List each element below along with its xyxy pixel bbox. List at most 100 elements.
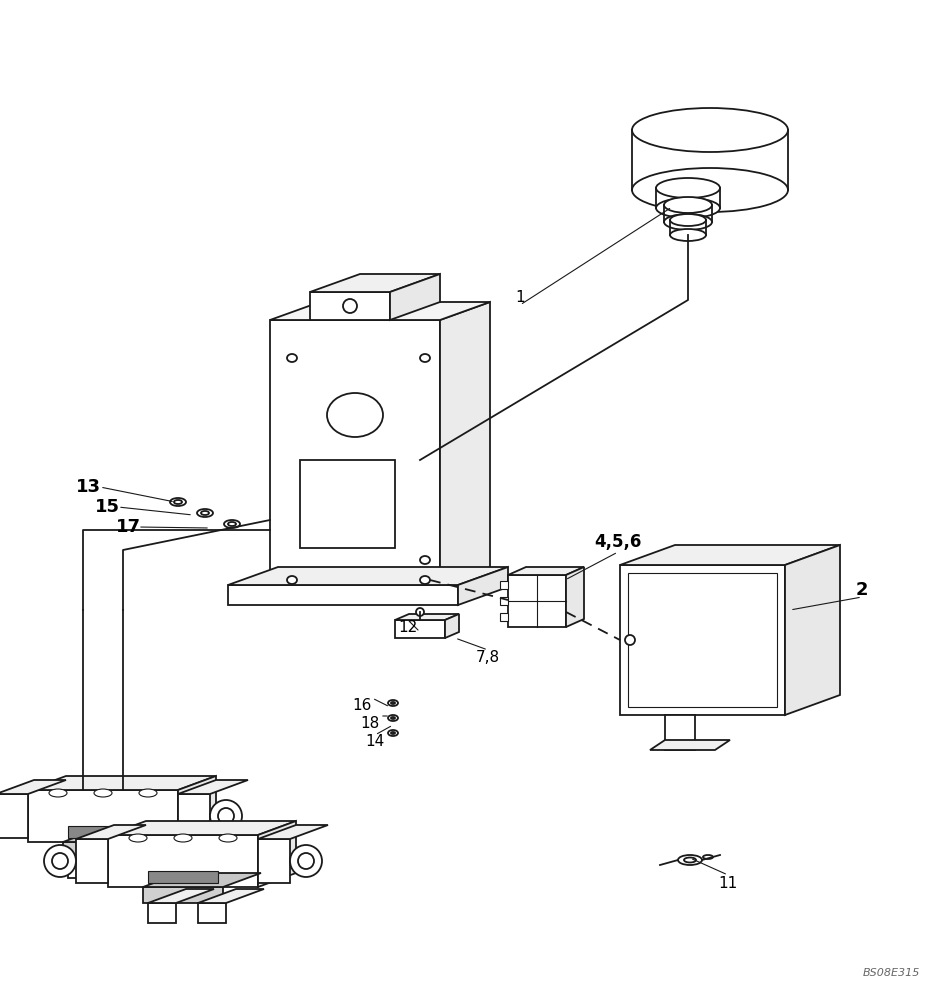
Bar — [500, 581, 508, 589]
Ellipse shape — [210, 800, 242, 832]
Text: 11: 11 — [718, 876, 737, 890]
Polygon shape — [0, 794, 28, 838]
Ellipse shape — [632, 168, 788, 212]
Ellipse shape — [420, 556, 430, 564]
Ellipse shape — [664, 197, 712, 213]
Polygon shape — [28, 776, 216, 790]
Ellipse shape — [343, 299, 357, 313]
Polygon shape — [270, 320, 440, 585]
Text: 17: 17 — [115, 518, 141, 536]
Text: 4,5,6: 4,5,6 — [595, 533, 642, 551]
Text: 18: 18 — [361, 716, 379, 732]
Bar — [628, 573, 777, 707]
Ellipse shape — [420, 354, 430, 362]
Text: 16: 16 — [352, 698, 372, 714]
Ellipse shape — [287, 354, 297, 362]
Ellipse shape — [420, 576, 430, 584]
Text: BS08E315: BS08E315 — [863, 968, 920, 978]
Polygon shape — [178, 776, 216, 842]
Bar — [68, 858, 96, 878]
Ellipse shape — [44, 845, 76, 877]
Polygon shape — [258, 821, 296, 887]
Ellipse shape — [678, 855, 702, 865]
Ellipse shape — [656, 178, 720, 198]
Polygon shape — [76, 839, 108, 883]
Text: 14: 14 — [365, 734, 384, 750]
Polygon shape — [68, 844, 134, 858]
Ellipse shape — [670, 229, 706, 241]
Ellipse shape — [388, 700, 398, 706]
Ellipse shape — [174, 834, 192, 842]
Bar — [148, 903, 176, 923]
Polygon shape — [650, 740, 730, 750]
Ellipse shape — [388, 715, 398, 721]
Ellipse shape — [49, 789, 67, 797]
Ellipse shape — [218, 808, 234, 824]
Polygon shape — [390, 274, 440, 320]
Bar — [68, 826, 138, 838]
Polygon shape — [63, 828, 181, 842]
Bar — [118, 858, 146, 878]
Polygon shape — [395, 614, 459, 620]
Ellipse shape — [298, 853, 314, 869]
Polygon shape — [198, 889, 264, 903]
Polygon shape — [108, 835, 258, 887]
Ellipse shape — [290, 845, 322, 877]
Polygon shape — [258, 839, 290, 883]
Ellipse shape — [94, 789, 112, 797]
Ellipse shape — [416, 608, 424, 616]
Polygon shape — [620, 545, 840, 565]
Bar — [63, 842, 143, 858]
Ellipse shape — [224, 520, 240, 528]
Ellipse shape — [703, 855, 713, 859]
Polygon shape — [178, 780, 248, 794]
Ellipse shape — [391, 702, 395, 704]
Ellipse shape — [327, 393, 383, 437]
Polygon shape — [508, 567, 584, 575]
Polygon shape — [108, 821, 296, 835]
Polygon shape — [76, 825, 146, 839]
Text: 12: 12 — [398, 620, 417, 636]
Polygon shape — [620, 565, 785, 715]
Polygon shape — [148, 889, 214, 903]
Ellipse shape — [52, 853, 68, 869]
Polygon shape — [458, 567, 508, 605]
Ellipse shape — [201, 511, 209, 515]
Polygon shape — [395, 620, 445, 638]
Text: 13: 13 — [76, 478, 100, 496]
Ellipse shape — [684, 857, 696, 862]
Polygon shape — [508, 575, 566, 627]
Text: 7,8: 7,8 — [476, 650, 500, 666]
Polygon shape — [118, 844, 184, 858]
Bar — [148, 871, 218, 883]
Polygon shape — [445, 614, 459, 638]
Ellipse shape — [625, 635, 635, 645]
Ellipse shape — [228, 522, 236, 526]
Ellipse shape — [391, 717, 395, 719]
Ellipse shape — [670, 214, 706, 226]
Bar — [143, 887, 223, 903]
Bar — [665, 715, 695, 750]
Bar — [500, 597, 508, 605]
Ellipse shape — [170, 498, 186, 506]
Polygon shape — [0, 780, 66, 794]
Ellipse shape — [197, 509, 213, 517]
Ellipse shape — [129, 834, 147, 842]
Ellipse shape — [219, 834, 237, 842]
Polygon shape — [178, 794, 210, 838]
Ellipse shape — [632, 108, 788, 152]
Polygon shape — [28, 790, 178, 842]
Text: 15: 15 — [94, 498, 120, 516]
Polygon shape — [228, 567, 508, 585]
Bar — [198, 903, 226, 923]
Polygon shape — [785, 545, 840, 715]
Polygon shape — [566, 567, 584, 627]
Ellipse shape — [139, 789, 157, 797]
Polygon shape — [143, 873, 261, 887]
Polygon shape — [228, 585, 458, 605]
Ellipse shape — [287, 576, 297, 584]
Polygon shape — [310, 274, 440, 292]
Polygon shape — [310, 292, 390, 320]
Polygon shape — [258, 825, 328, 839]
Ellipse shape — [656, 198, 720, 218]
